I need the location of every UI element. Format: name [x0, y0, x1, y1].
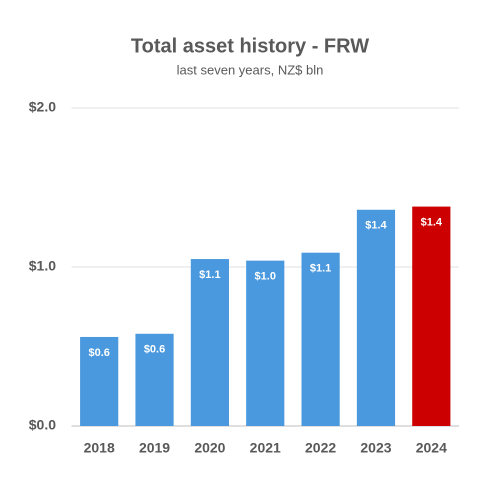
bar — [190, 259, 229, 426]
x-tick-label: 2019 — [139, 440, 170, 456]
bar — [135, 333, 174, 426]
data-label: $1.4 — [421, 216, 443, 228]
bar — [356, 209, 396, 426]
x-tick-label: 2020 — [194, 440, 225, 456]
bar — [301, 252, 340, 426]
x-tick-label: 2024 — [416, 440, 447, 456]
bar — [412, 206, 451, 426]
data-label: $1.0 — [255, 271, 276, 283]
y-tick-label: $1.0 — [29, 258, 56, 274]
data-label: $0.6 — [88, 347, 109, 359]
y-tick-label: $2.0 — [29, 99, 56, 115]
bar — [246, 260, 285, 426]
data-label: $1.1 — [199, 269, 220, 281]
chart-title: Total asset history - FRW — [131, 35, 369, 57]
data-label: $1.1 — [310, 263, 331, 275]
bar — [80, 336, 119, 426]
chart-subtitle: last seven years, NZ$ bln — [177, 62, 324, 77]
y-tick-label: $0.0 — [29, 417, 56, 433]
x-tick-label: 2023 — [360, 440, 391, 456]
data-label: $1.4 — [365, 220, 387, 232]
x-tick-label: 2021 — [250, 440, 281, 456]
x-tick-label: 2022 — [305, 440, 336, 456]
x-tick-label: 2018 — [84, 440, 115, 456]
data-label: $0.6 — [144, 344, 165, 356]
